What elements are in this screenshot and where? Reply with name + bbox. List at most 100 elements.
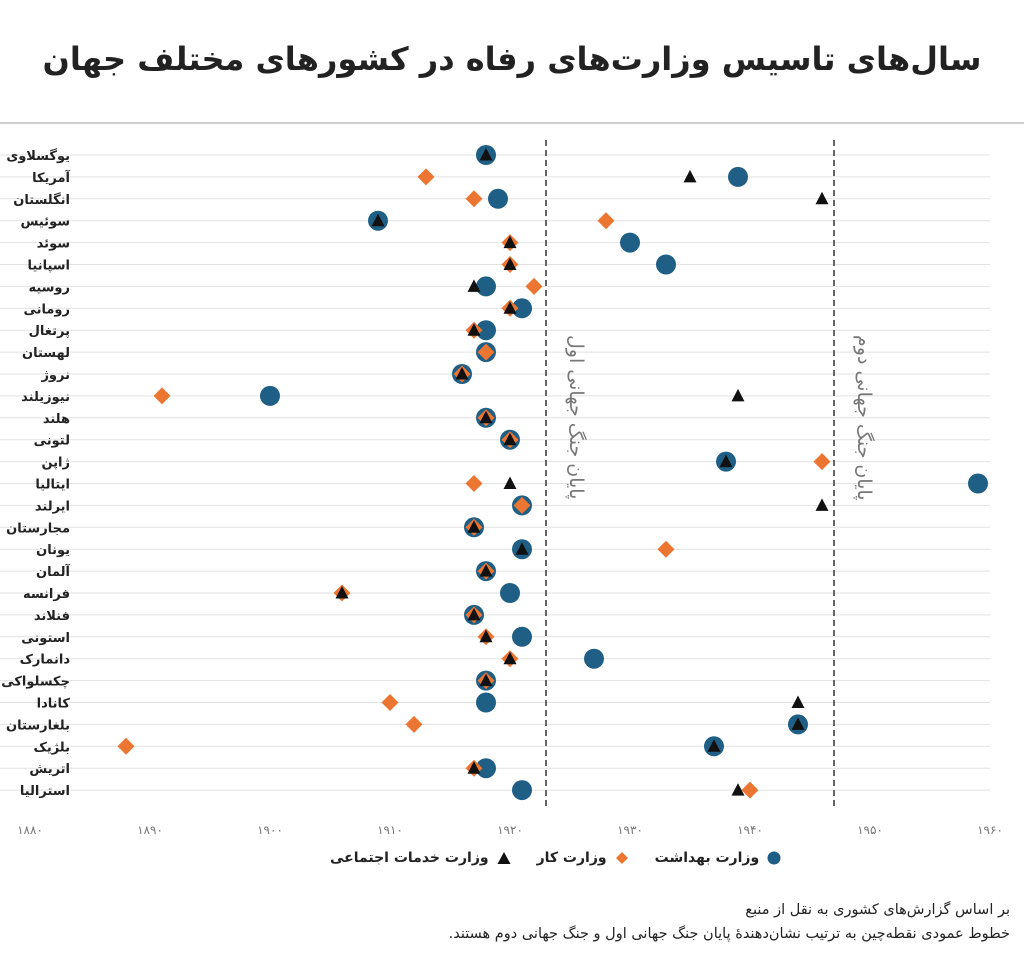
circle-marker-icon xyxy=(767,851,781,865)
country-label: رومانی xyxy=(23,302,70,317)
social-ministry-marker xyxy=(791,695,805,708)
social-ministry-marker xyxy=(731,783,745,796)
social-ministry-marker xyxy=(707,739,721,752)
reference-lines-note: خطوط عمودی نقطه‌چین به ترتیب نشان‌دهندهٔ… xyxy=(448,926,1010,942)
x-axis-ticks: ۱۸۸۰ ۱۸۹۰ ۱۹۰۰ ۱۹۱۰ ۱۹۲۰ ۱۹۳۰ ۱۹۴۰ ۱۹۵۰ ۱۹۶۰ xyxy=(17,823,1003,837)
social-ministry-marker xyxy=(815,191,829,205)
source-note: بر اساس گزارش‌های کشوری به نقل از منبع xyxy=(745,902,1010,918)
labor-ministry-marker xyxy=(117,737,135,755)
country-label: آلمان xyxy=(36,563,71,580)
x-tick-label: ۱۹۴۰ xyxy=(737,823,763,837)
country-label: هلند xyxy=(43,412,70,427)
health-ministry-marker xyxy=(968,473,988,494)
legend-label-labor: وزارت کار xyxy=(536,850,607,866)
health-ministry-marker xyxy=(476,276,496,297)
x-tick-label: ۱۹۱۰ xyxy=(377,823,403,837)
social-ministry-marker xyxy=(455,367,469,380)
country-label: یوگسلاوی xyxy=(6,148,70,164)
legend-label-social: وزارت خدمات اجتماعی xyxy=(330,850,489,866)
health-ministry-marker xyxy=(728,166,748,187)
labor-ministry-marker xyxy=(813,453,831,471)
diamond-marker-icon xyxy=(615,852,628,864)
labor-ministry-marker xyxy=(465,475,483,492)
health-ministry-marker xyxy=(500,583,520,603)
x-tick-label: ۱۹۵۰ xyxy=(857,823,883,837)
country-label: نیوزیلند xyxy=(21,390,70,405)
social-ministry-marker xyxy=(479,148,493,161)
social-ministry-marker xyxy=(731,388,745,402)
health-ministry-marker xyxy=(488,188,508,209)
legend-item-labor: وزارت کار xyxy=(537,850,629,866)
social-ministry-marker xyxy=(479,410,493,424)
health-ministry-marker xyxy=(620,232,640,253)
labor-ministry-marker xyxy=(153,387,171,405)
labor-ministry-marker xyxy=(741,781,759,799)
country-label: روسیه xyxy=(28,280,70,295)
health-ministry-marker xyxy=(476,692,496,713)
country-label: لتونی xyxy=(34,434,70,449)
social-ministry-marker xyxy=(503,651,517,665)
labor-ministry-marker xyxy=(477,343,495,361)
country-label: ژاپن xyxy=(41,456,70,471)
social-ministry-marker xyxy=(503,301,517,314)
country-label: اتریش xyxy=(29,762,70,777)
country-label: اسپانیا xyxy=(28,259,71,274)
social-ministry-marker xyxy=(515,542,529,555)
health-ministry-marker xyxy=(476,320,496,341)
country-label: ایرلند xyxy=(35,499,70,514)
labor-ministry-marker xyxy=(381,694,399,711)
health-ministry-marker xyxy=(512,626,532,647)
health-ministry-marker xyxy=(656,254,676,275)
social-ministry-marker xyxy=(335,586,349,599)
labor-ministry-marker xyxy=(417,168,435,186)
social-ministry-marker xyxy=(791,717,805,730)
reference-line-label: پایان جنگ جهانی اول xyxy=(565,335,587,499)
country-label: استونی xyxy=(21,631,70,646)
health-ministry-marker xyxy=(260,385,280,406)
country-label: فرانسه xyxy=(23,587,70,602)
health-ministry-marker xyxy=(512,298,532,319)
social-ministry-marker xyxy=(479,673,493,687)
x-tick-label: ۱۸۹۰ xyxy=(137,823,163,837)
health-ministry-marker xyxy=(512,780,532,801)
country-label: نروژ xyxy=(40,368,70,383)
social-ministry-marker xyxy=(467,607,481,621)
social-ministry-marker xyxy=(683,169,697,183)
legend-label-health: وزارت بهداشت xyxy=(654,850,760,866)
reference-lines: پایان جنگ جهانی اول پایان جنگ جهانی دوم xyxy=(545,140,875,808)
chart-title: سال‌های تاسیس وزارت‌های رفاه در کشورهای … xyxy=(42,40,982,78)
country-label: بلژیک xyxy=(34,740,70,755)
country-label: لهستان xyxy=(22,346,70,361)
labor-ministry-marker xyxy=(657,540,675,558)
country-label: سوئیس xyxy=(21,215,71,230)
country-label: چکسلواکی xyxy=(1,675,70,690)
source-notes: بر اساس گزارش‌های کشوری به نقل از منبع خ… xyxy=(449,898,1010,946)
x-tick-label: ۱۹۲۰ xyxy=(497,823,523,837)
x-tick-label: ۱۹۳۰ xyxy=(617,823,643,837)
social-ministry-marker xyxy=(719,454,733,468)
country-label: استرالیا xyxy=(20,784,70,799)
title-divider xyxy=(0,122,1024,124)
reference-line-label: پایان جنگ جهانی دوم xyxy=(853,335,875,501)
country-labels: یوگسلاوی آمریکا انگلستان سوئیس سوئد اسپانیا رو… xyxy=(1,148,70,799)
social-ministry-marker xyxy=(371,213,385,227)
social-ministry-marker xyxy=(503,257,517,270)
social-ministry-marker xyxy=(479,564,493,577)
data-markers xyxy=(117,145,988,801)
social-ministry-marker xyxy=(479,629,493,643)
health-ministry-marker xyxy=(476,758,496,779)
social-ministry-marker xyxy=(467,520,481,533)
country-label: سوئد xyxy=(37,237,70,252)
grid-lines xyxy=(0,154,990,791)
country-label: آمریکا xyxy=(32,169,70,186)
labor-ministry-marker xyxy=(465,190,483,208)
country-label: بلغارستان xyxy=(6,718,70,733)
country-label: کانادا xyxy=(37,697,71,712)
labor-ministry-marker xyxy=(513,496,531,514)
legend-item-social: وزارت خدمات اجتماعی xyxy=(330,850,511,866)
health-ministry-marker xyxy=(584,648,604,669)
triangle-marker-icon xyxy=(497,852,511,864)
social-ministry-marker xyxy=(503,432,517,446)
country-label: انگلستان xyxy=(13,192,70,208)
x-tick-label: ۱۹۶۰ xyxy=(977,823,1003,837)
